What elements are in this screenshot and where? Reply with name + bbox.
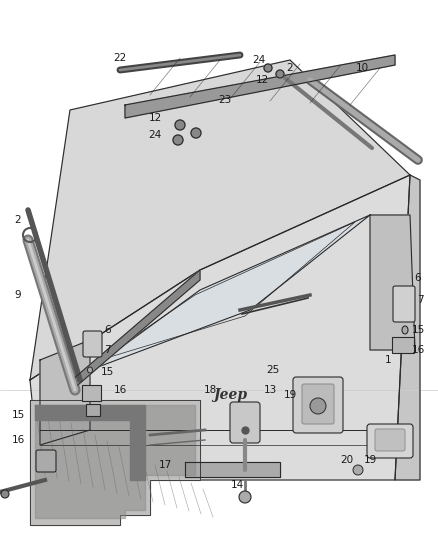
Text: 16: 16 xyxy=(113,385,127,395)
FancyBboxPatch shape xyxy=(293,377,343,433)
Text: 17: 17 xyxy=(159,460,172,470)
Text: 13: 13 xyxy=(263,385,277,395)
Polygon shape xyxy=(90,215,370,370)
FancyBboxPatch shape xyxy=(367,424,413,458)
Text: 16: 16 xyxy=(411,345,424,355)
Text: 12: 12 xyxy=(255,75,268,85)
Text: 15: 15 xyxy=(100,367,113,377)
Polygon shape xyxy=(130,405,145,480)
Text: 19: 19 xyxy=(283,390,297,400)
Polygon shape xyxy=(395,175,420,480)
Circle shape xyxy=(239,491,251,503)
Ellipse shape xyxy=(402,326,408,334)
Text: 20: 20 xyxy=(340,455,353,465)
Polygon shape xyxy=(30,175,410,480)
Text: 25: 25 xyxy=(266,365,279,375)
Text: 19: 19 xyxy=(364,455,377,465)
FancyBboxPatch shape xyxy=(392,337,414,353)
FancyBboxPatch shape xyxy=(36,450,56,472)
FancyBboxPatch shape xyxy=(375,429,405,451)
Circle shape xyxy=(353,465,363,475)
Text: 2: 2 xyxy=(287,63,293,73)
Circle shape xyxy=(276,70,284,78)
Circle shape xyxy=(173,135,183,145)
Polygon shape xyxy=(35,405,130,420)
Ellipse shape xyxy=(88,367,92,373)
Text: 14: 14 xyxy=(230,480,244,490)
Text: 7: 7 xyxy=(104,345,110,355)
Text: 6: 6 xyxy=(105,325,111,335)
Ellipse shape xyxy=(1,490,9,498)
Polygon shape xyxy=(30,60,410,380)
Circle shape xyxy=(175,120,185,130)
Text: 10: 10 xyxy=(356,63,368,73)
Circle shape xyxy=(264,64,272,72)
Text: 18: 18 xyxy=(203,385,217,395)
Polygon shape xyxy=(125,55,395,118)
Text: 24: 24 xyxy=(148,130,162,140)
Text: 15: 15 xyxy=(411,325,424,335)
FancyBboxPatch shape xyxy=(83,331,102,357)
Text: 12: 12 xyxy=(148,113,162,123)
Text: 24: 24 xyxy=(252,55,265,65)
Text: 9: 9 xyxy=(15,290,21,300)
Polygon shape xyxy=(30,400,200,525)
Text: 2: 2 xyxy=(15,215,21,225)
Polygon shape xyxy=(185,462,280,477)
Text: 22: 22 xyxy=(113,53,127,63)
Text: 15: 15 xyxy=(11,410,25,420)
Circle shape xyxy=(191,128,201,138)
Text: Jeep: Jeep xyxy=(213,388,247,402)
FancyBboxPatch shape xyxy=(86,404,100,416)
Text: 6: 6 xyxy=(415,273,421,283)
Text: 16: 16 xyxy=(11,435,25,445)
Text: 1: 1 xyxy=(385,355,391,365)
FancyBboxPatch shape xyxy=(82,385,101,401)
FancyBboxPatch shape xyxy=(302,384,334,424)
FancyBboxPatch shape xyxy=(230,402,260,443)
FancyBboxPatch shape xyxy=(393,286,415,322)
Polygon shape xyxy=(35,405,195,518)
Text: 23: 23 xyxy=(219,95,232,105)
Circle shape xyxy=(310,398,326,414)
Text: 7: 7 xyxy=(417,295,423,305)
Polygon shape xyxy=(370,215,415,350)
Polygon shape xyxy=(40,340,90,445)
Polygon shape xyxy=(72,270,200,390)
